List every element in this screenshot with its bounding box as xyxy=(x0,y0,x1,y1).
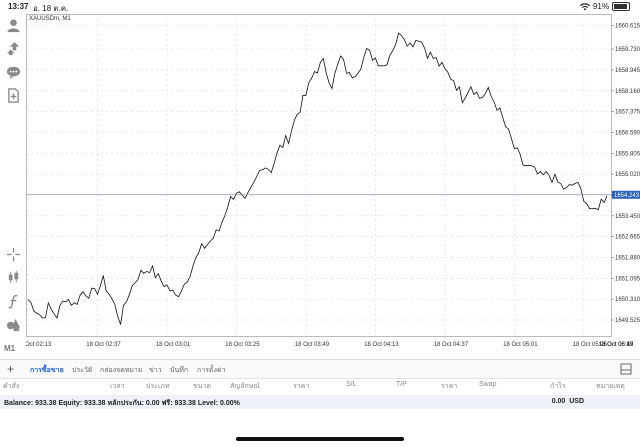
add-icon[interactable]: + xyxy=(7,362,15,376)
chat-icon[interactable] xyxy=(5,64,21,80)
col-symbol: สัญลักษณ์ xyxy=(230,383,260,390)
profit-currency: USD xyxy=(569,398,584,405)
time-tick-label: 18 Oct 06:13 xyxy=(599,342,634,348)
price-tick-label: 1650.310 xyxy=(615,297,640,303)
account-summary: Balance: 933.38 Equity: 933.38 หลักประกั… xyxy=(0,395,640,409)
time-tick-label: 18 Oct 04:13 xyxy=(364,342,399,348)
tab-journal[interactable]: บันทึก xyxy=(170,367,189,374)
col-time: เวลา xyxy=(110,383,125,390)
time-tick-label: 18 Oct 05:49 xyxy=(599,342,634,348)
status-date: อ. 18 ต.ค. xyxy=(33,4,69,13)
wifi-icon xyxy=(579,2,590,10)
function-icon[interactable] xyxy=(5,293,21,309)
home-indicator[interactable] xyxy=(236,437,404,441)
time-tick-label: 18 Oct 02:37 xyxy=(86,342,121,348)
objects-icon[interactable] xyxy=(5,316,21,332)
current-price-tag xyxy=(612,190,640,199)
new-doc-icon[interactable] xyxy=(5,87,21,103)
col-sl: S/L xyxy=(346,381,357,388)
battery-percent: 91% xyxy=(592,2,609,11)
tab-mailbox[interactable]: กล่องจดหมาย xyxy=(100,367,143,374)
price-tick-label: 1655.020 xyxy=(615,172,640,178)
col-swap: Swap xyxy=(479,381,497,388)
price-line xyxy=(27,32,608,325)
trade-icon[interactable] xyxy=(5,40,21,56)
col-comment: หมายเหตุ xyxy=(596,383,625,390)
col-type: ประเภท xyxy=(146,383,170,390)
price-tick-label: 1656.590 xyxy=(615,130,640,136)
price-tick-label: 1652.665 xyxy=(615,235,640,241)
crosshair-icon[interactable] xyxy=(5,246,21,262)
price-tick-label: 1658.160 xyxy=(615,89,640,95)
time-tick-label: 18 Oct 03:49 xyxy=(295,342,330,348)
time-tick-label: 18 Oct 02:13 xyxy=(26,342,52,348)
price-tick-label: 1649.525 xyxy=(615,318,640,324)
tab-trade[interactable]: การซื้อขาย xyxy=(30,367,64,374)
col-tp: T/P xyxy=(396,381,407,388)
timeframe-button[interactable]: M1 xyxy=(4,344,16,353)
contact-icon[interactable] xyxy=(5,17,21,33)
account-summary-text: Balance: 933.38 Equity: 933.38 หลักประกั… xyxy=(4,400,240,407)
time-tick-label: 18 Oct 03:01 xyxy=(156,342,191,348)
battery-fill xyxy=(614,4,627,9)
profit-value: 0.00 xyxy=(551,398,566,405)
candles-icon[interactable] xyxy=(5,269,21,285)
status-right: 91% xyxy=(579,2,630,11)
chart-frame xyxy=(26,14,612,337)
price-tick-label: 1660.615 xyxy=(615,24,640,30)
col-price: ราคา xyxy=(293,383,310,390)
layout-toggle-icon[interactable] xyxy=(620,363,632,375)
tab-history[interactable]: ประวัติ xyxy=(72,367,93,374)
chart-symbol: XAUUSDm, M1 xyxy=(29,16,71,22)
time-tick-label: 18 Oct 05:01 xyxy=(503,342,538,348)
status-time: 13:37 xyxy=(8,2,29,11)
left-toolbar: M1 xyxy=(0,14,26,358)
col-volume: ขนาด xyxy=(193,383,212,390)
tab-settings[interactable]: การตั้งค่า xyxy=(197,367,226,374)
price-chart[interactable]: 1660.615 1659.730 1658.945 1658.160 1657.375… xyxy=(26,14,640,358)
tab-news[interactable]: ข่าว xyxy=(149,367,162,374)
col-profit: กำไร xyxy=(550,383,566,390)
chart-svg[interactable]: 1660.615 1659.730 1658.945 1658.160 1657.375… xyxy=(26,14,640,358)
price-tick-label: 1659.730 xyxy=(615,47,640,53)
account-profit: 0.00 USD xyxy=(552,398,584,405)
price-tick-label: 1651.095 xyxy=(615,276,640,282)
price-tick-label: 1651.880 xyxy=(615,255,640,261)
status-bar: 13:37 อ. 18 ต.ค. 91% xyxy=(0,0,640,14)
price-tick-label: 1653.450 xyxy=(615,214,640,220)
price-tick-label: 1655.805 xyxy=(615,151,640,157)
bottom-tabs: + การซื้อขาย ประวัติ กล่องจดหมาย ข่าว บั… xyxy=(0,359,640,379)
current-price-label: 1654.243 xyxy=(614,193,640,199)
time-tick-label: 18 Oct 04:37 xyxy=(434,342,469,348)
battery-icon xyxy=(612,2,630,11)
time-tick-label: 18 Oct 06:37 xyxy=(599,342,634,348)
col-order: คำสั่ง xyxy=(3,383,20,390)
col-current-price: ราคา xyxy=(441,383,458,390)
price-tick-label: 1657.375 xyxy=(615,110,640,116)
time-tick-label: 18 Oct 05:25 xyxy=(573,342,608,348)
price-tick-label: 1658.945 xyxy=(615,68,640,74)
time-tick-label: 18 Oct 03:25 xyxy=(225,342,260,348)
orders-table-header: คำสั่ง เวลา ประเภท ขนาด สัญลักษณ์ ราคา S… xyxy=(0,379,640,393)
